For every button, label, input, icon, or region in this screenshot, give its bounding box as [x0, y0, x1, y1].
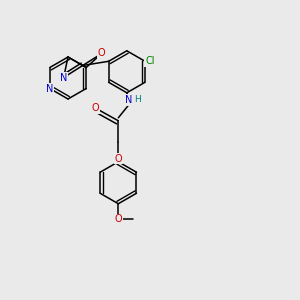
Text: O: O: [92, 103, 99, 113]
Text: N: N: [60, 73, 67, 82]
Text: Cl: Cl: [145, 56, 155, 66]
Text: O: O: [115, 154, 122, 164]
Text: N: N: [125, 95, 133, 105]
Text: O: O: [98, 48, 106, 59]
Text: O: O: [115, 214, 122, 224]
Text: N: N: [46, 83, 53, 94]
Text: H: H: [134, 95, 141, 104]
